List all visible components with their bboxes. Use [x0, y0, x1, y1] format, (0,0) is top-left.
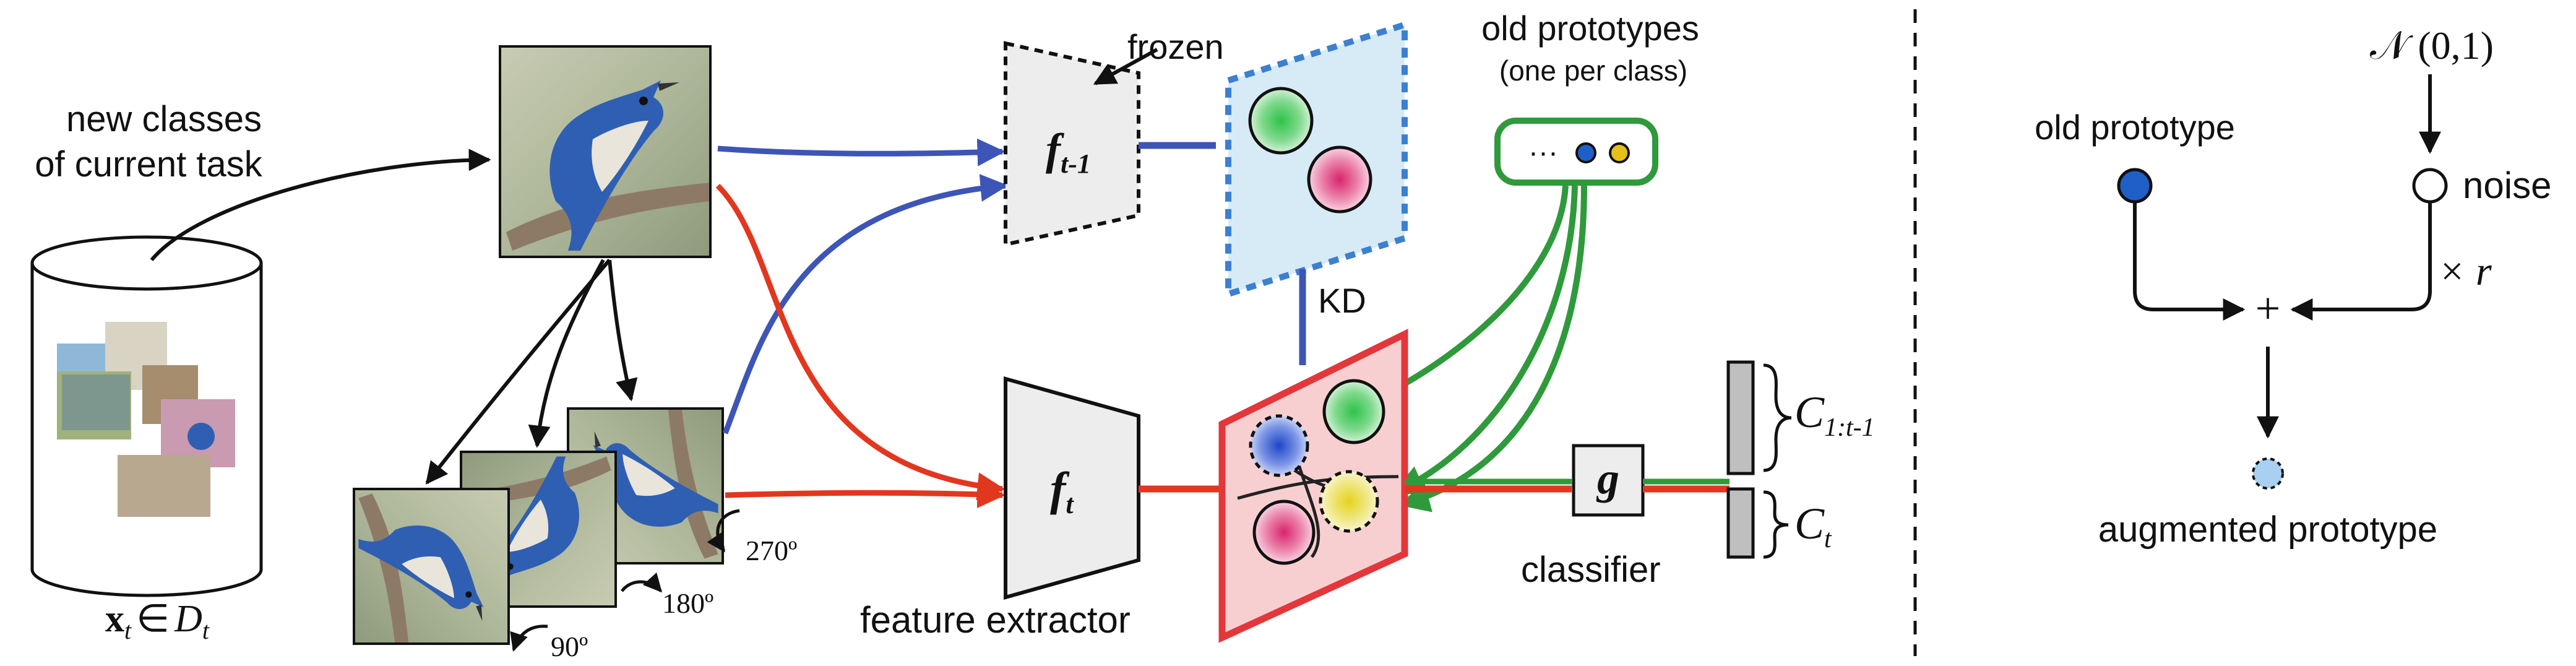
noise-label: noise — [2463, 165, 2551, 206]
kd-label: KD — [1318, 281, 1366, 320]
classifier-symbol: g — [1596, 454, 1619, 503]
dataset-thumbnails — [57, 322, 235, 517]
augmented-prototype-label: augmented prototype — [2098, 509, 2437, 550]
frozen-cluster-green — [1248, 87, 1314, 155]
noise-source-label: 𝒩 (0,1) — [2370, 24, 2494, 67]
green-arrow-to-yellow-prototype-2 — [1398, 185, 1587, 512]
blue-path-rotated — [722, 174, 1009, 435]
noise-path — [2290, 203, 2432, 321]
old-prototypes-subtitle: (one per class) — [1499, 54, 1687, 87]
frozen-model — [1004, 41, 1140, 247]
rotated-image-90 — [353, 488, 510, 645]
noise-dot — [2412, 168, 2448, 204]
blue-path-original — [717, 138, 1006, 166]
prototype-store-dots: ··· — [1528, 136, 1558, 169]
new-class-head-label: Ct — [1794, 499, 1832, 553]
green-arrow-to-yellow-prototype-1 — [1392, 185, 1578, 495]
classifier-label: classifier — [1521, 550, 1661, 590]
dataset-to-image-arrow — [150, 149, 491, 261]
rotate-90-label: 90º — [551, 631, 588, 662]
plus-sign: + — [2255, 283, 2281, 333]
dataset-symbol: xt ∈ Dt — [105, 598, 210, 644]
rotate-270-label: 270º — [746, 535, 797, 566]
rotation-arrow-180 — [528, 259, 605, 448]
old-class-brace — [1763, 363, 1792, 472]
new-class-brace — [1763, 490, 1789, 559]
current-model — [1004, 376, 1140, 600]
old-prototypes-title: old prototypes — [1481, 9, 1699, 48]
prototype-store-yellow-dot — [1609, 142, 1630, 163]
frozen-pointer-arrow — [1093, 48, 1158, 85]
rotate-90-icon — [510, 625, 548, 652]
old-prototype-path — [2133, 203, 2246, 321]
current-cluster-green — [1322, 379, 1385, 444]
old-prototype-label: old prototype — [2035, 108, 2235, 147]
rotate-180-icon — [621, 572, 663, 593]
dataset-caption-line2: of current task — [35, 144, 262, 184]
feature-extractor-label: feature extractor — [860, 599, 1131, 641]
current-cluster-yellow-prototype — [1319, 470, 1379, 533]
augmented-prototype-dot — [2252, 457, 2284, 490]
rotation-arrow-270 — [608, 259, 638, 402]
frozen-label: frozen — [1127, 27, 1224, 66]
red-path-original — [715, 183, 1006, 501]
original-image — [499, 45, 712, 258]
red-path-rotated — [725, 480, 1006, 509]
rotate-270-icon — [707, 509, 740, 553]
old-prototype-dot — [2117, 168, 2153, 204]
old-class-head — [1726, 360, 1755, 475]
dataset-caption-line1: new classes — [66, 99, 262, 139]
scale-label: × r — [2438, 249, 2492, 294]
old-class-head-label: C1:t-1 — [1794, 387, 1875, 442]
current-cluster-blue-prototype — [1249, 414, 1309, 477]
current-feature-space — [1218, 329, 1408, 643]
current-cluster-pink — [1252, 500, 1316, 565]
new-class-head — [1726, 487, 1755, 559]
prototype-store-blue-dot — [1575, 142, 1596, 163]
rotate-180-label: 180º — [662, 587, 713, 619]
frozen-cluster-pink — [1307, 145, 1372, 214]
